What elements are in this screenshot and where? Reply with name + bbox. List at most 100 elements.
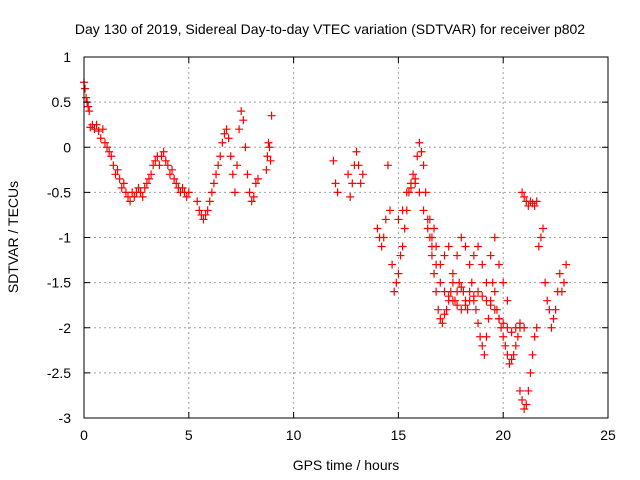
data-point — [455, 278, 464, 287]
data-point — [478, 292, 487, 301]
y-tick-label: 0.5 — [52, 94, 72, 110]
data-point — [547, 323, 556, 332]
data-point — [471, 305, 480, 314]
data-point — [107, 152, 116, 161]
data-point — [161, 156, 170, 165]
data-point — [484, 314, 493, 323]
x-tick-label: 15 — [391, 427, 407, 443]
data-point — [344, 170, 353, 179]
data-point — [249, 192, 258, 201]
data-point — [151, 156, 160, 165]
y-axis-label: SDTVAR / TECUs — [5, 181, 21, 293]
data-point — [220, 129, 229, 138]
data-point — [381, 215, 390, 224]
data-point — [331, 179, 340, 188]
data-point — [440, 251, 449, 260]
data-point — [263, 152, 272, 161]
data-point — [501, 341, 510, 350]
data-point — [427, 233, 436, 242]
data-point — [465, 287, 474, 296]
data-point — [417, 147, 426, 156]
data-point — [358, 170, 367, 179]
data-point — [199, 215, 208, 224]
data-point — [453, 301, 462, 310]
data-point — [230, 188, 239, 197]
data-point — [207, 188, 216, 197]
data-point — [117, 183, 126, 192]
data-point — [103, 143, 112, 152]
data-point — [205, 197, 214, 206]
data-point — [130, 192, 139, 201]
data-point — [549, 314, 558, 323]
data-point — [214, 161, 223, 170]
data-point — [396, 251, 405, 260]
y-tick-label: -2 — [59, 320, 72, 336]
data-point — [212, 170, 221, 179]
data-points — [80, 78, 571, 413]
data-point — [419, 161, 428, 170]
data-point — [224, 134, 233, 143]
data-point — [482, 332, 491, 341]
data-point — [530, 201, 539, 210]
data-point — [490, 305, 499, 314]
data-point — [457, 283, 466, 292]
data-point — [440, 287, 449, 296]
data-point — [398, 242, 407, 251]
data-point — [515, 386, 524, 395]
data-point — [386, 206, 395, 215]
data-point — [442, 305, 451, 314]
data-point — [486, 301, 495, 310]
data-point — [448, 269, 457, 278]
data-point — [532, 197, 541, 206]
data-point — [543, 296, 552, 305]
data-point — [402, 188, 411, 197]
data-point — [111, 170, 120, 179]
data-point — [94, 127, 103, 136]
data-point — [465, 296, 474, 305]
x-tick-label: 20 — [495, 427, 511, 443]
data-point — [503, 323, 512, 332]
data-point — [352, 147, 361, 156]
data-point — [480, 350, 489, 359]
data-point — [528, 350, 537, 359]
data-point — [444, 292, 453, 301]
data-point — [499, 278, 508, 287]
data-point — [482, 278, 491, 287]
data-point — [409, 170, 418, 179]
data-point — [251, 179, 260, 188]
data-point — [163, 161, 172, 170]
data-point — [469, 251, 478, 260]
data-point — [147, 170, 156, 179]
x-tick-label: 10 — [286, 427, 302, 443]
data-point — [159, 147, 168, 156]
data-point — [438, 319, 447, 328]
data-point — [113, 165, 122, 174]
data-point — [457, 233, 466, 242]
data-point — [499, 319, 508, 328]
chart-title: Day 130 of 2019, Sidereal Day-to-day VTE… — [75, 21, 585, 37]
data-point — [436, 278, 445, 287]
data-point — [170, 174, 179, 183]
data-point — [356, 179, 365, 188]
data-point — [419, 206, 428, 215]
data-point — [92, 120, 101, 129]
data-point — [247, 197, 256, 206]
data-point — [81, 84, 90, 93]
data-point — [434, 305, 443, 314]
data-point — [265, 143, 274, 152]
data-point — [182, 192, 191, 201]
data-point — [457, 305, 466, 314]
data-point — [136, 188, 145, 197]
data-point — [84, 102, 93, 111]
data-point — [474, 242, 483, 251]
data-point — [400, 224, 409, 233]
data-point — [239, 116, 248, 125]
y-tick-label: -0.5 — [47, 184, 71, 200]
data-point — [520, 323, 529, 332]
data-point — [430, 269, 439, 278]
data-point — [509, 350, 518, 359]
data-point — [178, 183, 187, 192]
data-point — [346, 192, 355, 201]
data-point — [536, 233, 545, 242]
data-point — [184, 188, 193, 197]
